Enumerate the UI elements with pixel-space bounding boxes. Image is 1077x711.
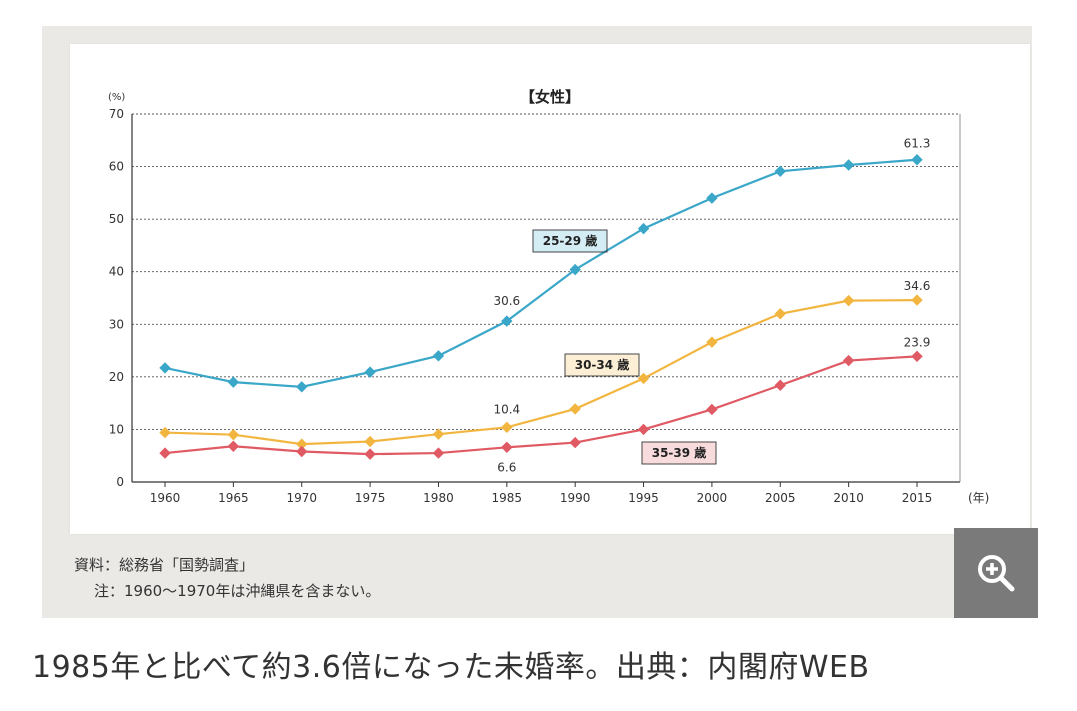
y-tick-label: 10 [109, 422, 124, 436]
data-label: 61.3 [904, 137, 931, 151]
series-line [164, 158, 918, 388]
data-point [569, 263, 581, 276]
source-note: 資料：総務省「国勢調査」 [74, 556, 255, 574]
chart-panel: 【女性】 (%) 0 10 20 30 40 50 60 70 1960 1965 1970 1975 19… [70, 44, 1030, 534]
data-point [637, 423, 650, 436]
data-label: 10.4 [493, 402, 520, 416]
data-point [432, 428, 445, 440]
x-tick-label: 1990 [560, 491, 591, 505]
data-point [637, 222, 650, 235]
data-point [159, 426, 171, 439]
chart-notes: 資料：総務省「国勢調査」 注：1960〜1970年は沖縄県を含まない。 [74, 552, 380, 604]
legend-box [564, 353, 640, 377]
data-point [364, 435, 376, 448]
series-line [164, 299, 918, 446]
x-tick-label: 2005 [765, 491, 796, 505]
y-tick-label: 20 [109, 370, 124, 384]
data-point [364, 366, 376, 378]
data-label: 6.6 [497, 460, 516, 474]
x-tick-label: 1985 [492, 491, 523, 505]
x-tick-label: 1960 [150, 491, 181, 505]
data-point [296, 445, 308, 458]
data-point [842, 294, 855, 307]
data-point [296, 381, 308, 393]
data-label: 23.9 [904, 335, 931, 349]
line-chart: 【女性】 (%) 0 10 20 30 40 50 60 70 1960 1965 1970 1975 19… [108, 88, 989, 505]
zoom-button[interactable] [954, 528, 1038, 618]
x-tick-label: 2000 [697, 491, 728, 505]
x-tick-label: 2010 [833, 491, 864, 505]
data-point [227, 376, 240, 388]
y-tick-label: 0 [116, 475, 124, 489]
x-tick-label: 1970 [286, 491, 317, 505]
data-point [706, 403, 718, 416]
data-point [227, 428, 240, 441]
y-tick-label: 30 [109, 317, 124, 331]
y-axis-unit: (%) [108, 92, 125, 103]
footnote: 注：1960〜1970年は沖縄県を含まない。 [94, 582, 381, 600]
data-point [842, 354, 855, 367]
x-tick-label: 1980 [423, 491, 454, 505]
data-point [501, 315, 513, 327]
data-point [774, 308, 786, 320]
data-point [774, 379, 786, 391]
x-tick-label: 1995 [628, 491, 659, 505]
image-caption: 1985年と比べて約3.6倍になった未婚率。出典：内閣府WEB [32, 650, 870, 685]
data-label: 30.6 [493, 294, 520, 308]
x-tick-label: 2015 [902, 491, 933, 505]
data-point [569, 403, 581, 415]
data-point [432, 350, 445, 362]
data-point [364, 448, 376, 460]
legend-label: 30-34 歳 [575, 357, 630, 372]
data-label: 34.6 [904, 279, 931, 293]
legend-label: 25-29 歳 [543, 233, 598, 248]
x-axis-unit: (年) [968, 491, 989, 505]
legend-label: 35-39 歳 [652, 445, 707, 460]
data-point [159, 447, 171, 459]
x-tick-label: 1965 [218, 491, 249, 505]
legend-box [532, 229, 608, 253]
data-point [911, 294, 923, 306]
data-point [911, 154, 923, 166]
y-tick-label: 50 [109, 212, 124, 226]
legend-box [641, 441, 717, 465]
y-tick-label: 40 [109, 265, 124, 279]
data-point [637, 372, 650, 385]
series-line [164, 355, 918, 456]
data-point [501, 441, 513, 454]
data-point [706, 336, 718, 348]
data-point [569, 436, 581, 449]
data-point [227, 440, 240, 452]
y-tick-label: 60 [109, 160, 124, 174]
data-point [159, 362, 171, 374]
data-point [432, 447, 445, 459]
data-point [842, 159, 855, 171]
y-tick-label: 70 [109, 107, 124, 121]
data-point [774, 165, 786, 178]
x-tick-label: 1975 [355, 491, 386, 505]
zoom-in-icon [978, 555, 1015, 592]
data-point [706, 192, 718, 204]
data-point [911, 350, 923, 363]
data-point [501, 421, 513, 434]
chart-title: 【女性】 [520, 88, 580, 106]
